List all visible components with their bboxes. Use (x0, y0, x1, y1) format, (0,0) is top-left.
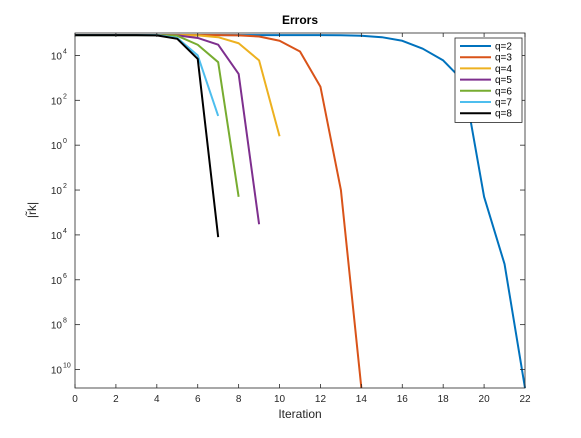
y-tick-exponent: 4 (63, 228, 67, 235)
x-tick-label: 6 (195, 394, 201, 405)
axes-layer (74, 32, 526, 389)
plot-area (75, 33, 525, 388)
y-tick-label: 10 (51, 141, 63, 152)
y-tick-exponent: 10 (63, 363, 71, 370)
y-tick-exponent: 0 (63, 138, 67, 145)
legend-label-q5: q=5 (495, 75, 512, 86)
x-tick-label: 12 (315, 394, 327, 405)
x-tick-label: 0 (72, 394, 78, 405)
legend-label-q8: q=8 (495, 109, 512, 120)
x-tick-label: 20 (479, 394, 491, 405)
chart-title: Errors (282, 13, 318, 27)
y-tick-exponent: 4 (63, 48, 67, 55)
y-tick-label: 10 (51, 186, 63, 197)
y-tick-exponent: 6 (63, 273, 67, 280)
y-tick-label: 10 (51, 366, 63, 377)
y-tick-exponent: 8 (63, 318, 67, 325)
x-tick-label: 18 (438, 394, 450, 405)
x-tick-label: 14 (356, 394, 368, 405)
y-tick-label: 10 (51, 321, 63, 332)
legend-label-q3: q=3 (495, 53, 512, 64)
x-tick-label: 8 (236, 394, 242, 405)
y-tick-label: 10 (51, 51, 63, 62)
y-axis-title: |r̃k| (24, 202, 39, 218)
x-tick-label: 2 (113, 394, 119, 405)
axes-box (74, 32, 526, 389)
x-tick-label: 22 (519, 394, 531, 405)
legend-label-q4: q=4 (495, 64, 512, 75)
x-axis-title: Iteration (278, 407, 321, 421)
x-tick-label: 4 (154, 394, 160, 405)
legend-label-q7: q=7 (495, 98, 512, 109)
y-tick-label: 10 (51, 96, 63, 107)
x-tick-label: 16 (397, 394, 409, 405)
y-tick-label: 10 (51, 276, 63, 287)
y-tick-exponent: 2 (63, 93, 67, 100)
legend: q=2q=3q=4q=5q=6q=7q=8 (454, 37, 523, 123)
legend-label-q6: q=6 (495, 86, 512, 97)
x-tick-label: 10 (274, 394, 286, 405)
series-line-q8 (75, 34, 220, 238)
legend-label-q2: q=2 (495, 42, 512, 53)
y-tick-exponent: 2 (63, 183, 67, 190)
y-tick-label: 10 (51, 231, 63, 242)
series-layer (75, 34, 526, 389)
